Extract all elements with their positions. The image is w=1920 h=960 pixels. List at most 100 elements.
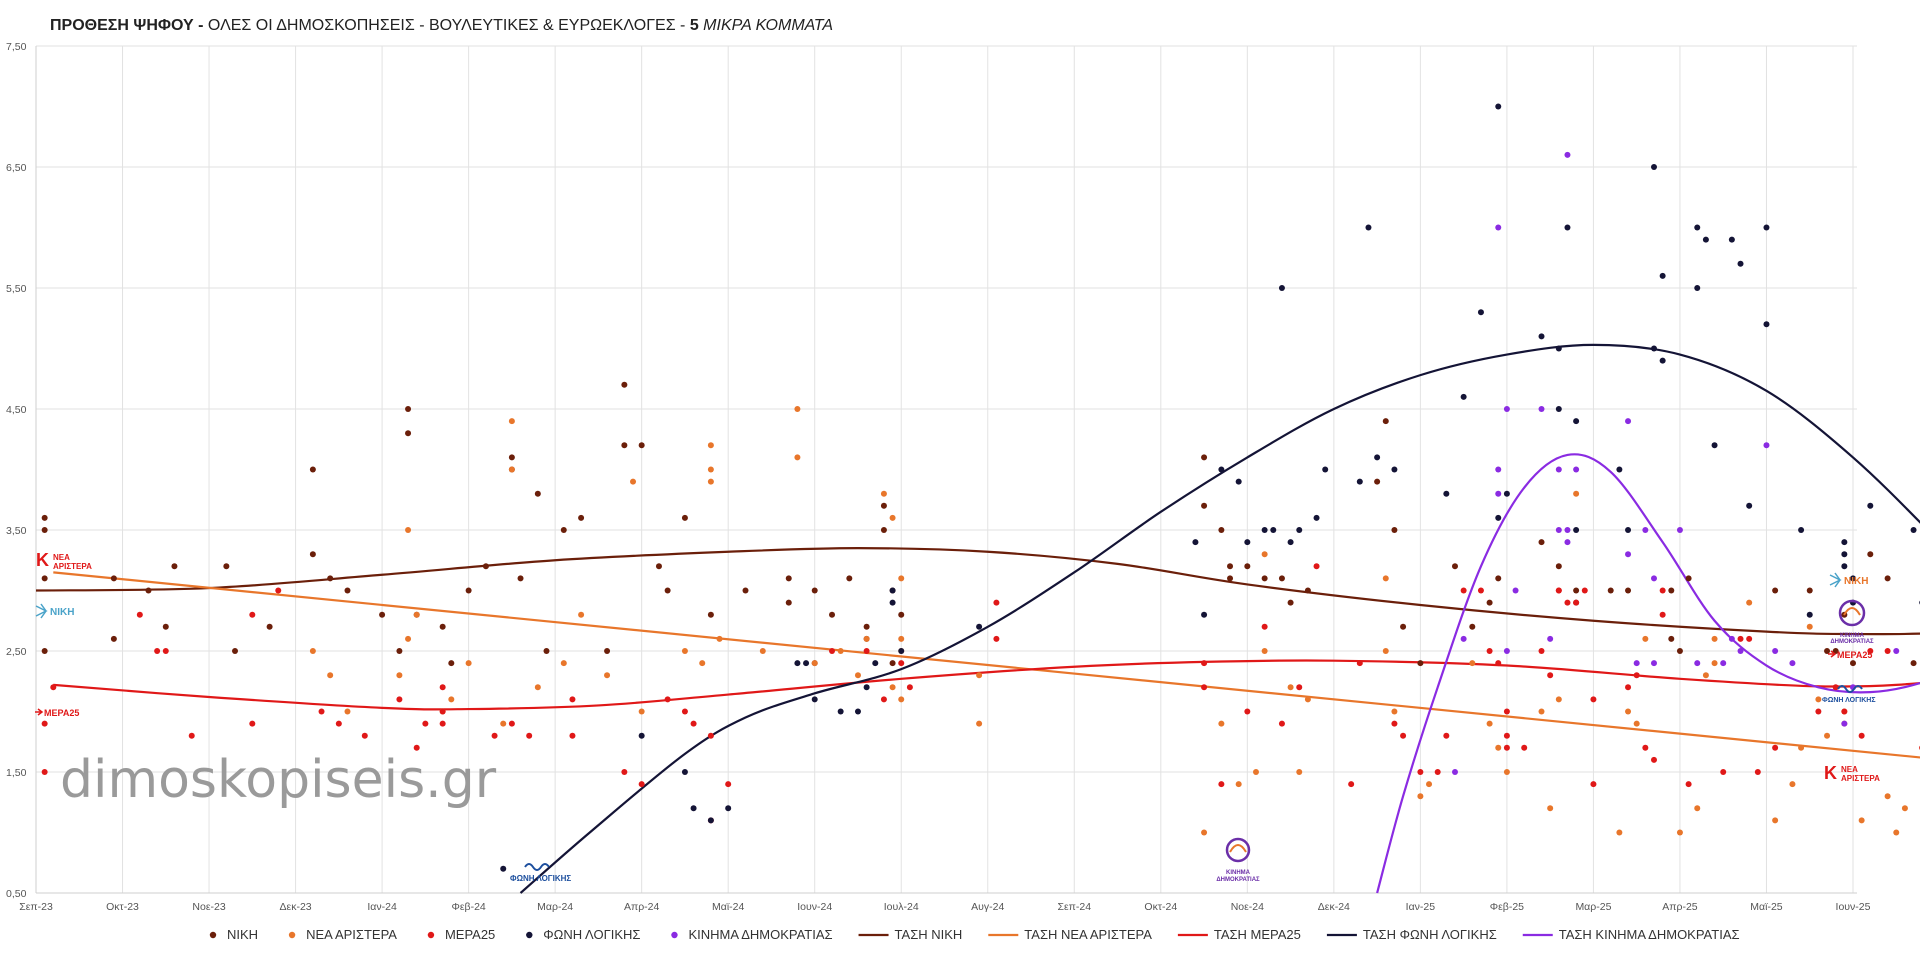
data-point — [396, 696, 403, 703]
data-point — [1737, 635, 1744, 642]
legend-label: ΤΑΣΗ ΝΙΚΗ — [895, 927, 963, 942]
data-point — [1261, 575, 1268, 582]
data-point — [1244, 563, 1251, 570]
data-point — [1503, 406, 1510, 412]
data-point — [1252, 769, 1259, 775]
x-tick-label: Οκτ-23 — [106, 901, 139, 913]
data-point — [1702, 236, 1709, 243]
data-point — [854, 708, 861, 715]
data-point — [1642, 527, 1649, 533]
mera25-logo-text: ΜΕΡΑ25 — [44, 708, 79, 718]
data-point — [1451, 563, 1458, 570]
data-point — [232, 648, 239, 654]
legend-label: ΝΙΚΗ — [227, 927, 258, 942]
data-point — [1668, 587, 1675, 594]
legend-item: ΤΑΣΗ ΚΙΝΗΜΑ ΔΗΜΟΚΡΑΤΙΑΣ — [1522, 927, 1740, 942]
data-point — [1218, 781, 1225, 788]
legend-item: ΤΑΣΗ ΝΙΚΗ — [858, 927, 963, 942]
data-point — [993, 635, 1000, 642]
y-tick-label: 7,50 — [6, 41, 27, 53]
data-point — [1313, 563, 1320, 570]
data-point — [1227, 575, 1234, 582]
data-point — [863, 635, 870, 642]
series-nea_aristera — [309, 406, 1920, 836]
data-point — [880, 490, 887, 497]
y-tick-label: 6,50 — [6, 162, 27, 174]
data-point — [655, 563, 662, 570]
data-point — [1538, 708, 1545, 715]
data-point — [1763, 224, 1770, 231]
data-point — [1287, 599, 1294, 606]
legend-marker — [427, 931, 435, 939]
data-point — [569, 732, 576, 739]
data-point — [1201, 660, 1208, 667]
legend-label: ΤΑΣΗ ΜΕΡΑ25 — [1214, 927, 1301, 942]
data-point — [1365, 224, 1372, 231]
data-point — [1573, 418, 1580, 425]
legend-label: ΦΩΝΗ ΛΟΓΙΚΗΣ — [543, 927, 640, 942]
data-point — [1841, 563, 1848, 570]
niki-logo-right: ΝΙΚΗ — [1829, 572, 1868, 588]
x-tick-label: Ιουν-24 — [797, 901, 832, 913]
data-point — [1503, 769, 1510, 775]
nea-aristera-logo-line1: ΝΕΑ — [1841, 765, 1858, 774]
data-point — [664, 696, 671, 703]
data-point — [136, 611, 143, 618]
data-point — [906, 684, 913, 691]
data-point — [1296, 684, 1303, 691]
kinima-logo-center: ΚΙΝΗΜΑ ΔΗΜΟΚΡΑΤΙΑΣ — [1216, 837, 1260, 883]
data-point — [405, 406, 412, 412]
data-point — [707, 442, 714, 449]
nea-aristera-k-icon: K — [1824, 763, 1837, 783]
data-point — [1313, 514, 1320, 521]
data-point — [1391, 527, 1398, 533]
kinima-logo-line2: ΔΗΜΟΚΡΑΤΙΑΣ — [1216, 877, 1260, 883]
data-point — [1746, 635, 1753, 642]
data-point — [1391, 708, 1398, 715]
data-point — [1270, 527, 1277, 533]
data-point — [1495, 744, 1502, 751]
data-point — [249, 611, 256, 618]
x-tick-label: Ιουλ-24 — [884, 901, 919, 913]
data-point — [1650, 575, 1657, 582]
data-point — [1261, 648, 1268, 654]
data-point — [110, 635, 117, 642]
data-point — [1218, 527, 1225, 533]
data-point — [1477, 309, 1484, 316]
data-point — [422, 720, 429, 727]
mera25-logo-text: ΜΕΡΑ25 — [1837, 650, 1872, 660]
data-point — [829, 611, 836, 618]
data-point — [275, 587, 282, 594]
data-point — [1469, 660, 1476, 667]
foni-logikis-wave-icon — [524, 863, 550, 871]
data-point — [405, 430, 412, 437]
x-tick-label: Μαϊ-25 — [1750, 901, 1782, 913]
data-point — [976, 672, 983, 679]
data-point — [1235, 781, 1242, 788]
mera25-arrow-icon — [35, 708, 44, 716]
data-point — [171, 563, 178, 570]
data-point — [309, 648, 316, 654]
mera25-arrow-icon — [1828, 650, 1837, 658]
legend-item: ΝΙΚΗ — [209, 927, 258, 942]
data-point — [1521, 744, 1528, 751]
data-point — [837, 648, 844, 654]
y-axis: 0,50 1,50 2,50 3,50 4,50 5,50 6,50 7,50 — [6, 41, 27, 900]
data-point — [439, 684, 446, 691]
data-point — [1304, 587, 1311, 594]
data-point — [1201, 502, 1208, 509]
trendline-nea_aristera — [53, 571, 1920, 759]
data-point — [889, 599, 896, 606]
data-point — [1555, 345, 1562, 352]
data-point — [1426, 781, 1433, 788]
legend-item: ΤΑΣΗ ΜΕΡΑ25 — [1177, 927, 1301, 942]
data-point — [898, 611, 905, 618]
data-point — [1417, 769, 1424, 775]
data-point — [1538, 648, 1545, 654]
data-point — [976, 720, 983, 727]
data-point — [1218, 720, 1225, 727]
data-point — [578, 611, 585, 618]
data-point — [725, 781, 732, 788]
data-point — [1503, 490, 1510, 497]
